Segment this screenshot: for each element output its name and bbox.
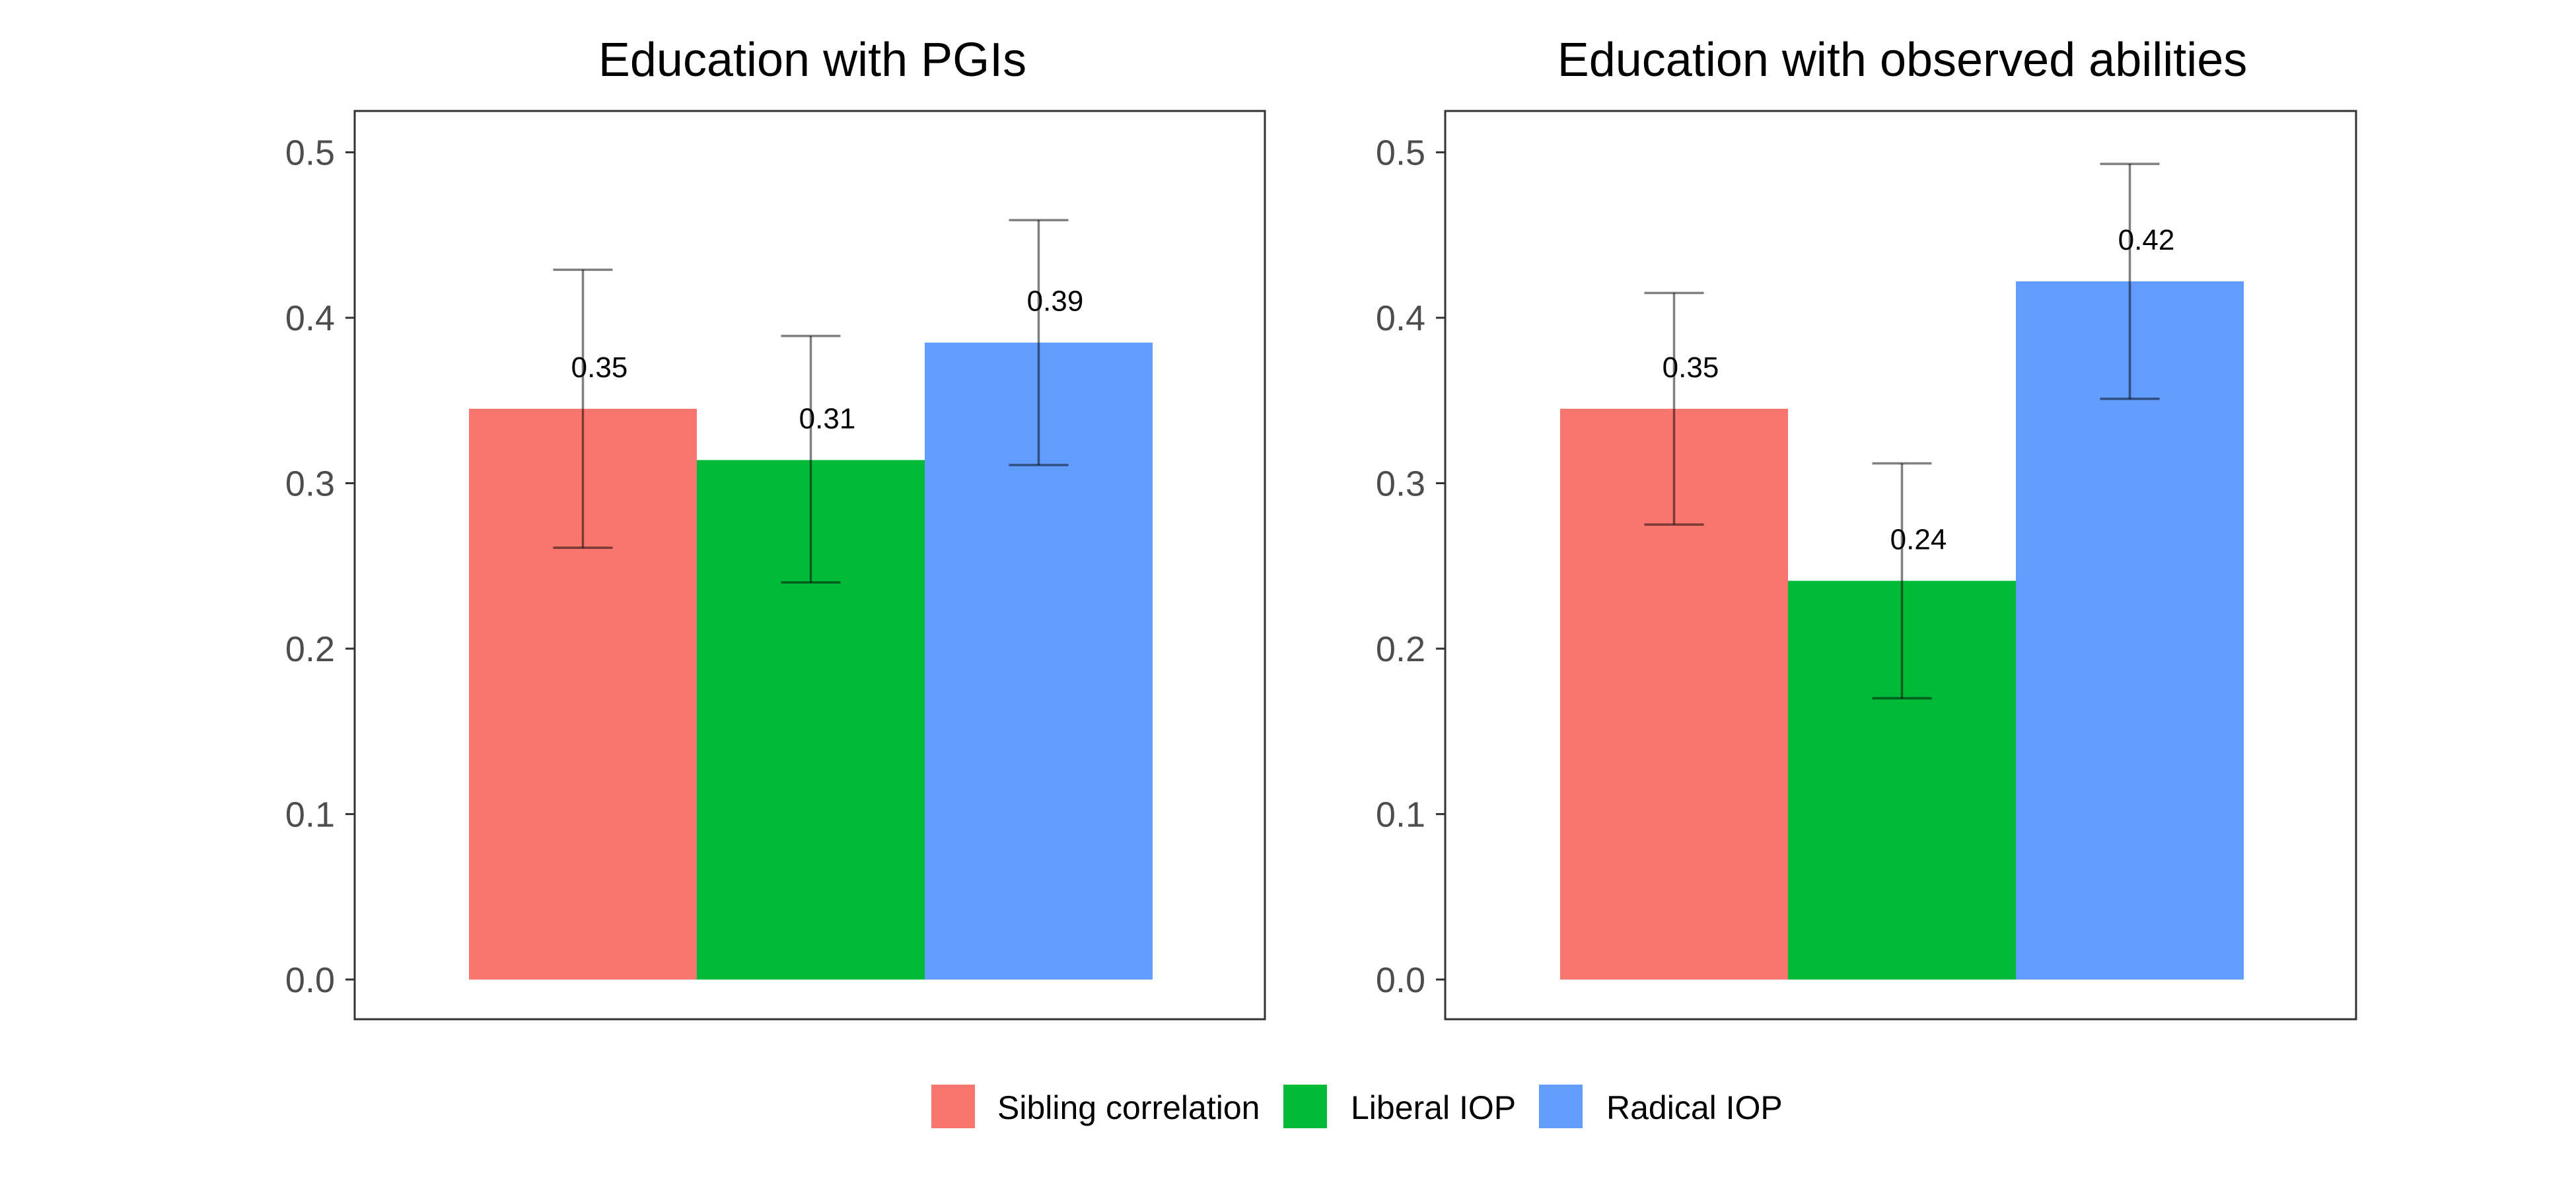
panel-border <box>1444 110 2357 1021</box>
y-tick-label: 0.4 <box>285 299 335 338</box>
y-tick-label: 0.3 <box>285 464 335 504</box>
panel-education-with-observed-abilities: Education with observed abilities 0.0 0.1… <box>1376 34 2357 1021</box>
y-tick-label: 0.0 <box>285 960 335 1000</box>
data-label: 0.42 <box>2118 224 2175 256</box>
legend-key <box>931 1085 975 1128</box>
error-bar-sibling-correlation <box>553 268 613 549</box>
error-bar-liberal-iop <box>1872 462 1932 700</box>
y-tick-label: 0.2 <box>1376 630 1425 669</box>
y-tick-label: 0.4 <box>1376 299 1425 338</box>
legend-key <box>1283 1085 1327 1128</box>
error-bar-liberal-iop <box>781 334 841 584</box>
y-tick-label: 0.1 <box>285 795 335 834</box>
legend-label: Radical IOP <box>1606 1089 1783 1126</box>
y-tick-label: 0.5 <box>1376 133 1425 173</box>
data-label: 0.39 <box>1027 285 1084 318</box>
error-bar-radical-iop <box>1009 219 1069 466</box>
y-tick-label: 0.1 <box>1376 795 1425 834</box>
y-tick-label: 0.0 <box>1376 960 1425 1000</box>
legend-item-liberal-iop: Liberal IOP <box>1283 1085 1516 1128</box>
error-bar-radical-iop <box>2100 162 2160 400</box>
legend-item-sibling-correlation: Sibling correlation <box>931 1085 1260 1128</box>
panel-border <box>353 110 1266 1021</box>
y-tick-label: 0.3 <box>1376 464 1425 504</box>
legend-label: Sibling correlation <box>997 1089 1260 1126</box>
legend-label: Liberal IOP <box>1351 1089 1516 1126</box>
legend: Sibling correlation Liberal IOP Radical IO… <box>931 1085 1783 1128</box>
data-label: 0.31 <box>799 402 856 435</box>
panel-education-with-pgis: Education with PGIs 0.0 0.1 0.2 0.3 0.4 0.5 0.… <box>285 34 1266 1021</box>
legend-key <box>1539 1085 1583 1128</box>
panel-title: Education with observed abilities <box>1557 34 2248 87</box>
data-label: 0.24 <box>1890 523 1947 556</box>
panel-title: Education with PGIs <box>598 34 1026 87</box>
data-label: 0.35 <box>571 351 628 384</box>
error-bar-sibling-correlation <box>1644 291 1704 526</box>
legend-item-radical-iop: Radical IOP <box>1539 1085 1783 1128</box>
y-tick-label: 0.5 <box>285 133 335 173</box>
data-label: 0.35 <box>1663 351 1719 384</box>
y-tick-label: 0.2 <box>285 630 335 669</box>
